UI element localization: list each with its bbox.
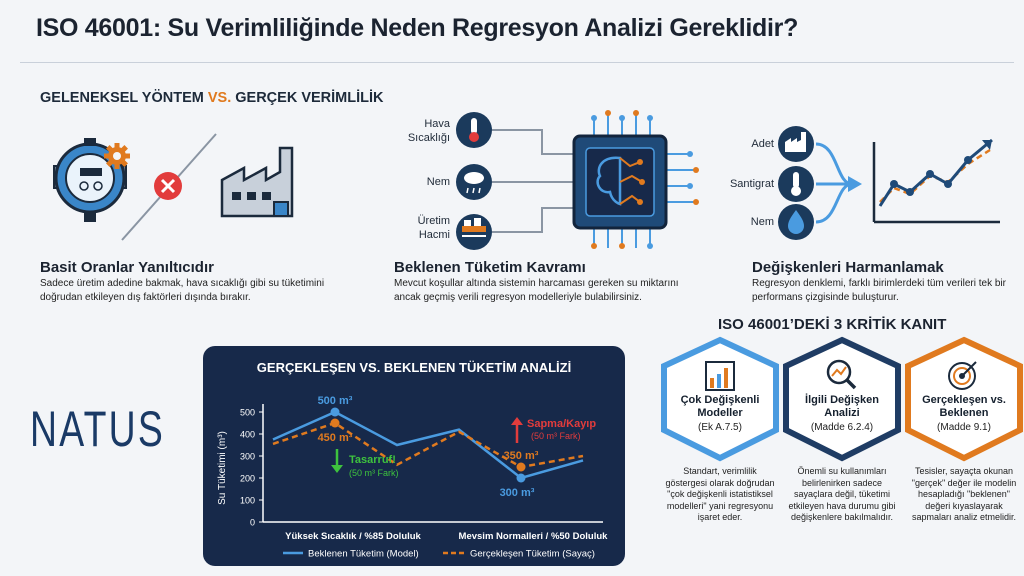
- section2-desc: Mevcut koşullar altında sistemin harcama…: [394, 278, 679, 303]
- marker-actual-peak: [330, 418, 340, 428]
- annot-saving-title: Tasarruf!: [349, 454, 396, 466]
- chart-series: [272, 407, 584, 483]
- x-tick-label: Mevsim Normalleri / %50 Doluluk: [459, 531, 609, 542]
- evidence-3-text: Gerçekleşen vs. Beklenen (Madde 9.1): [914, 394, 1014, 433]
- heading-right: GERÇEK VERİMLİLİK: [235, 90, 384, 106]
- y-tick-label: 200: [240, 474, 255, 484]
- evidence-2-name: İlgili Değişken Analizi: [805, 394, 879, 419]
- annot-expected-peak: 500 m³: [318, 395, 353, 407]
- label-celsius: Santigrat: [729, 178, 774, 190]
- evidence-2-clause: (Madde 6.2.4): [810, 422, 874, 433]
- evidence-1-clause: (Ek A.7.5): [698, 422, 742, 433]
- annot-saving-sub: (50 m³ Fark): [349, 468, 399, 478]
- chart-y-label: Su Tüketimi (m³): [217, 431, 228, 505]
- bar-chart-icon: [705, 361, 735, 391]
- thermometer-icon: [456, 112, 492, 148]
- annot-actual-low: 350 m³: [504, 450, 539, 462]
- legend-label-expected: Beklenen Tüketim (Model): [308, 549, 419, 560]
- heading-left: GELENEKSEL YÖNTEM: [40, 90, 204, 106]
- marker-expected-low: [516, 473, 526, 483]
- water-meter-icon: [53, 138, 127, 222]
- annot-loss-sub: (50 m³ Fark): [531, 431, 581, 441]
- page-title: ISO 46001: Su Verimliliğinde Neden Regre…: [36, 14, 799, 42]
- label-count: Adet: [751, 138, 774, 150]
- heading-vs: VS.: [207, 90, 232, 106]
- trend-chart-icon: [872, 138, 1000, 224]
- legend-label-actual: Gerçekleşen Tüketim (Sayaç): [470, 549, 595, 560]
- y-tick-label: 400: [240, 430, 255, 440]
- annot-loss-title: Sapma/Kayıp: [527, 418, 596, 430]
- evidence-2-desc: Önemli su kullanımları belirlenirken sad…: [788, 466, 896, 522]
- natus-logo: NATUS: [30, 401, 165, 457]
- label-humidity-3: Nem: [750, 216, 774, 228]
- saving-arrow-head: [331, 465, 343, 473]
- evidence-hex-3: [905, 336, 1023, 462]
- evidence-hex-2: [783, 336, 901, 462]
- series-line: [272, 421, 584, 469]
- evidence-3-desc: Tesisler, sayaçta okunan "gerçek" değer …: [911, 466, 1017, 522]
- y-axis: 0 100 200 300 400 500: [240, 404, 603, 528]
- annot-expected-low: 300 m³: [500, 487, 535, 499]
- cloud-rain-icon: [456, 164, 492, 200]
- droplet-icon: [778, 204, 814, 240]
- magnifier-chart-icon: [826, 359, 857, 390]
- section1-desc: Sadece üretim adedine bakmak, hava sıcak…: [40, 278, 325, 303]
- marker-expected-peak: [330, 407, 340, 417]
- evidence-title: ISO 46001’DEKİ 3 KRİTİK KANIT: [718, 316, 947, 333]
- thermometer-small-icon: [778, 166, 814, 202]
- x-tick-label: Yüksek Sıcaklık / %85 Doluluk: [285, 531, 421, 542]
- evidence-3-clause: (Madde 9.1): [937, 422, 991, 433]
- evidence-1-text: Çok Değişkenli Modeller (Ek A.7.5): [670, 394, 770, 433]
- title-divider: [20, 62, 1014, 63]
- chart-legend: Beklenen Tüketim (Model) Gerçekleşen Tüke…: [283, 549, 595, 560]
- evidence-1-name: Çok Değişkenli Modeller: [680, 394, 760, 419]
- section3-desc: Regresyon denklemi, farklı birimlerdeki …: [752, 278, 1006, 303]
- logo-text: NATUS: [30, 401, 165, 457]
- label-weather: Hava Sıcaklığı: [407, 118, 450, 144]
- series-line: [272, 410, 584, 480]
- y-tick-label: 500: [240, 408, 255, 418]
- conveyor-icon: [456, 214, 492, 250]
- factory-icon: [220, 146, 294, 218]
- gear-icon: [104, 143, 130, 169]
- section-heading: GELENEKSEL YÖNTEM VS. GERÇEK VERİMLİLİK: [40, 90, 384, 106]
- evidence-1-desc: Standart, verimlilik göstergesi olarak d…: [665, 466, 775, 522]
- y-tick-label: 0: [250, 518, 255, 528]
- annot-actual-peak: 450 m³: [318, 432, 353, 444]
- variable-blending-illustration: [778, 126, 1000, 240]
- evidence-2-text: İlgili Değişken Analizi (Madde 6.2.4): [792, 394, 892, 433]
- chart-title: GERÇEKLEŞEN VS. BEKLENEN TÜKETİM ANALİZİ: [257, 360, 571, 375]
- label-production: Üretim Hacmi: [417, 215, 450, 241]
- marker-actual-low: [516, 462, 526, 472]
- cross-icon: [154, 172, 182, 200]
- loss-arrow-head: [511, 417, 523, 425]
- traditional-method-illustration: [53, 133, 294, 241]
- evidence-hexagons: [661, 336, 1023, 462]
- y-tick-label: 300: [240, 452, 255, 462]
- factory-small-icon: [778, 126, 814, 162]
- x-axis: Yüksek Sıcaklık / %85 Doluluk Mevsim Norm…: [285, 531, 608, 542]
- expected-consumption-illustration: [456, 110, 699, 250]
- section2-title: Beklenen Tüketim Kavramı: [394, 259, 586, 276]
- ai-chip-icon: [572, 110, 699, 249]
- label-humidity: Nem: [426, 176, 450, 188]
- consumption-chart: GERÇEKLEŞEN VS. BEKLENEN TÜKETİM ANALİZİ…: [217, 360, 608, 560]
- evidence-hex-1: [661, 336, 779, 462]
- target-icon: [948, 361, 977, 390]
- section1-title: Basit Oranlar Yanıltıcıdır: [40, 259, 214, 276]
- section3-title: Değişkenleri Harmanlamak: [752, 259, 944, 276]
- evidence-3-name: Gerçekleşen vs. Beklenen: [922, 394, 1006, 419]
- y-tick-label: 100: [240, 496, 255, 506]
- consumption-chart-panel: GERÇEKLEŞEN VS. BEKLENEN TÜKETİM ANALİZİ…: [203, 346, 625, 566]
